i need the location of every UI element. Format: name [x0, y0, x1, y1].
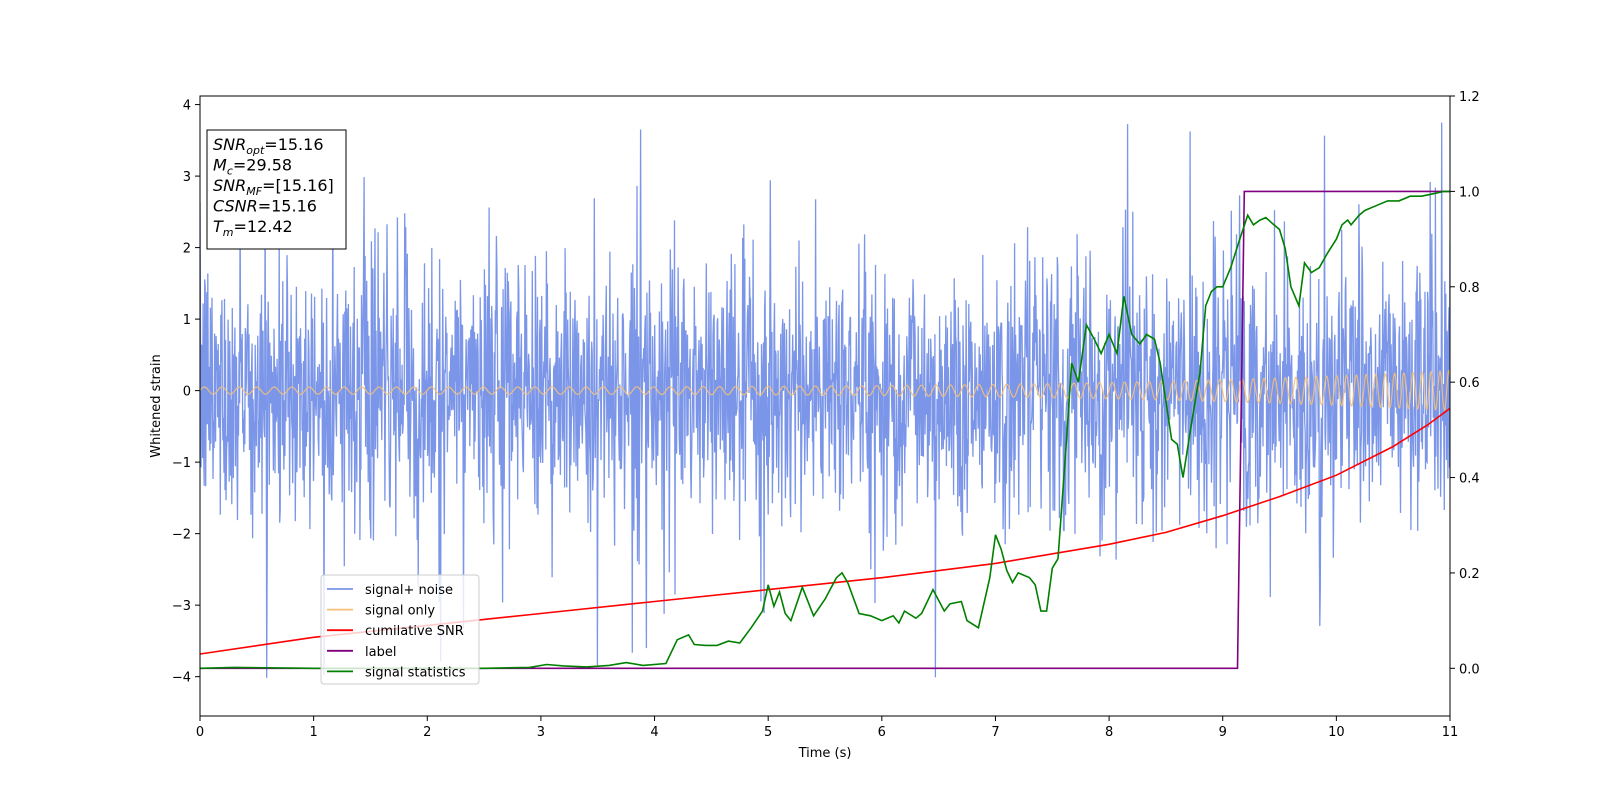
series-line-signal-noise — [200, 122, 1450, 678]
x-tick-label: 9 — [1219, 725, 1227, 740]
series-layer — [200, 122, 1450, 678]
y-axis-left: −4 −3 −2 −1 0 1 2 3 4 — [172, 99, 200, 686]
legend-frame — [320, 574, 480, 685]
y-right-tick-label: 1.2 — [1459, 90, 1480, 105]
x-tick-label: 2 — [423, 725, 431, 740]
annotation-box: SNRopt=15.16Mc=29.58SNRMF=[15.16]CSNR=15… — [206, 129, 347, 250]
legend: signal+ noise signal only cumilative SNR la… — [320, 574, 480, 685]
y-left-tick-label: −3 — [172, 599, 191, 614]
legend-label: label — [365, 645, 396, 660]
x-tick-label: 6 — [878, 725, 886, 740]
y-left-tick-label: −1 — [172, 456, 191, 471]
legend-label: signal statistics — [365, 665, 466, 680]
y-left-tick-label: −4 — [172, 671, 191, 686]
x-tick-label: 10 — [1328, 725, 1345, 740]
x-tick-label: 4 — [650, 725, 658, 740]
legend-label: signal only — [365, 604, 435, 619]
x-axis-label: Time (s) — [798, 746, 852, 761]
y-left-tick-label: 4 — [183, 99, 191, 114]
y-axis-label: Whitened strain — [149, 354, 164, 457]
y-left-tick-label: 2 — [183, 242, 191, 257]
x-tick-label: 11 — [1442, 725, 1459, 740]
y-axis-right: 0.0 0.2 0.4 0.6 0.8 1.0 1.2 — [1450, 90, 1480, 677]
y-right-tick-label: 0.2 — [1459, 567, 1480, 582]
y-left-tick-label: 3 — [183, 170, 191, 185]
annotation-line: SNRopt=15.16 — [213, 135, 324, 157]
y-right-tick-label: 0.4 — [1459, 472, 1480, 487]
series-line-cumilative-snr — [200, 407, 1450, 655]
y-left-tick-label: 0 — [183, 385, 191, 400]
annotation-line: SNRMF=[15.16] — [213, 176, 334, 198]
x-tick-label: 5 — [764, 725, 772, 740]
x-tick-label: 3 — [537, 725, 545, 740]
legend-label: signal+ noise — [365, 583, 453, 598]
plot-frame — [199, 95, 1451, 717]
y-right-tick-label: 0.8 — [1459, 281, 1480, 296]
y-right-tick-label: 0.6 — [1459, 376, 1480, 391]
series-line-label — [200, 190, 1450, 670]
x-tick-label: 0 — [196, 725, 204, 740]
x-tick-label: 7 — [991, 725, 999, 740]
annotation-line: Tm=12.42 — [213, 217, 293, 239]
legend-label: cumilative SNR — [365, 624, 464, 639]
y-right-tick-label: 1.0 — [1459, 185, 1480, 200]
annotation-line: CSNR=15.16 — [213, 197, 317, 216]
annotation-line: Mc=29.58 — [213, 156, 292, 178]
x-axis: 0 1 2 3 4 5 6 7 8 9 10 11 — [196, 716, 1458, 740]
y-left-tick-label: 1 — [183, 313, 191, 328]
x-tick-label: 8 — [1105, 725, 1113, 740]
y-right-tick-label: 0.0 — [1459, 662, 1480, 677]
y-left-tick-label: −2 — [172, 528, 191, 543]
series-line-signal-statistics — [200, 190, 1450, 670]
annotation-frame — [206, 129, 347, 250]
x-tick-label: 1 — [309, 725, 317, 740]
